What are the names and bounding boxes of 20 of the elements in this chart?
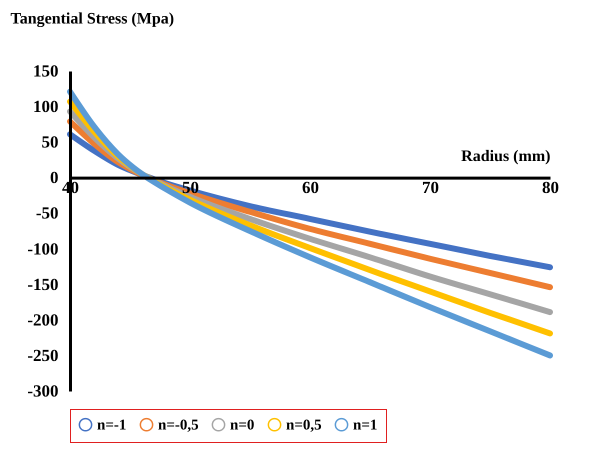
legend-label: n=-1 <box>97 418 126 434</box>
y-tick-label: -300 <box>27 382 58 400</box>
x-tick-label: 70 <box>422 178 439 198</box>
legend-label: n=1 <box>353 418 378 434</box>
y-tick-label: 50 <box>42 132 58 152</box>
legend-label: n=0 <box>230 418 254 434</box>
y-tick-label: -250 <box>27 346 58 365</box>
y-tick-label: 0 <box>50 168 58 188</box>
y-axis-title: Tangential Stress (Mpa) <box>10 10 174 28</box>
y-tick-label: -150 <box>27 274 58 294</box>
y-tick-label: -50 <box>36 204 58 223</box>
x-tick-label: 80 <box>542 178 559 198</box>
y-tick-label: -200 <box>27 310 58 330</box>
legend-label: n=-0,5 <box>158 418 199 434</box>
x-axis-title: Radius (mm) <box>461 148 550 166</box>
x-tick-label: 60 <box>302 178 319 198</box>
y-tick-label: 100 <box>33 97 58 116</box>
y-tick-label: 150 <box>33 62 58 80</box>
y-tick-label: -100 <box>27 239 58 258</box>
legend-label: n=0,5 <box>286 418 322 434</box>
